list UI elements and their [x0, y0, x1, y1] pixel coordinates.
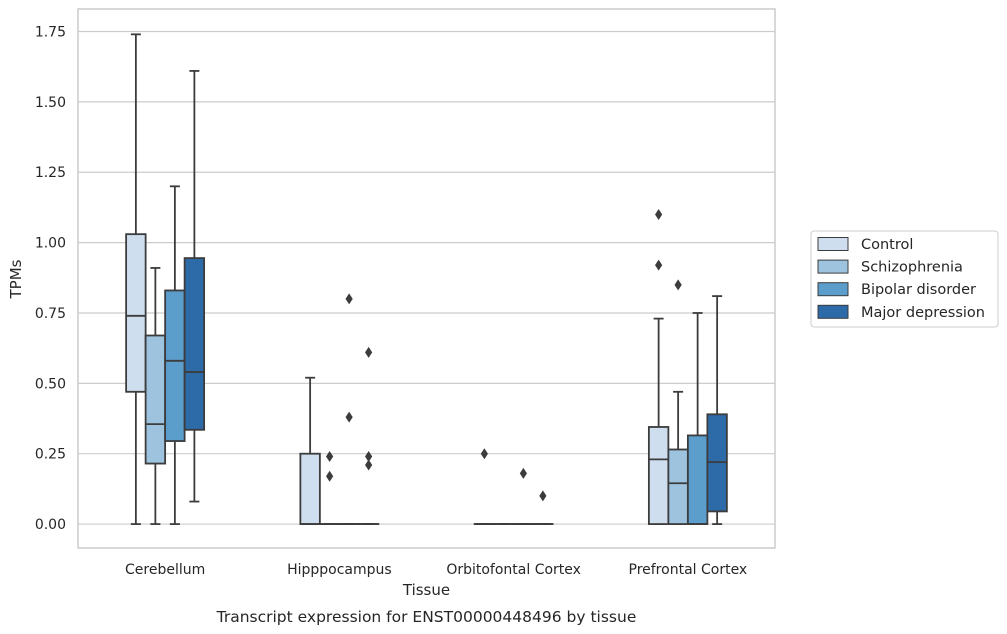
outlier-point [326, 451, 334, 463]
box-orbitofontal-cortex-major-depression [532, 490, 554, 525]
outlier-point [345, 411, 353, 423]
legend-swatch [817, 259, 849, 274]
box-hipppocampus-major-depression [357, 346, 380, 525]
outlier-point [365, 459, 373, 471]
legend-label: Schizophrenia [861, 260, 963, 276]
y-axis-label: TPMs [7, 259, 25, 299]
y-tick-label: 1.50 [35, 95, 66, 111]
plot-frame [77, 8, 776, 549]
box-prefrontal-cortex-major-depression [706, 295, 728, 525]
y-tick-label: 0.25 [35, 447, 66, 463]
box-body [183, 257, 206, 431]
outlier-point [539, 490, 547, 502]
box-body [125, 233, 147, 393]
box-prefrontal-cortex-control [647, 208, 670, 525]
y-tick-label: 1.75 [35, 25, 66, 41]
outlier-point [655, 208, 663, 220]
box-cerebellum-bipolar-disorder [164, 185, 186, 525]
box-body [647, 426, 670, 525]
box-cerebellum-schizophrenia [144, 267, 167, 525]
box-cerebellum-control [125, 33, 147, 525]
y-tick-label: 1.25 [35, 165, 66, 181]
x-tick-label: Cerebellum [125, 562, 205, 578]
x-axis-label: Tissue [402, 581, 450, 599]
boxes [125, 33, 728, 525]
box-cerebellum-major-depression [183, 70, 206, 503]
y-tick-label: 0.75 [35, 306, 66, 322]
y-tick-label: 1.00 [35, 236, 66, 252]
x-tick-label: Orbitofontal Cortex [446, 562, 581, 578]
chart-caption: Transcript expression for ENST0000044849… [216, 608, 637, 626]
outlier-point [365, 346, 373, 358]
y-tick-labels: 0.00 0.25 0.50 0.75 1.00 1.25 1.50 1.75 [35, 25, 66, 534]
outlier-point [519, 467, 527, 479]
outlier-point [480, 448, 488, 460]
y-tick-label: 0.50 [35, 376, 66, 392]
box-body [686, 434, 709, 525]
outlier-point [674, 279, 682, 291]
outlier-point [655, 259, 663, 271]
legend-label: Control [861, 237, 913, 253]
legend: Control Schizophrenia Bipolar disorder Majo… [810, 230, 999, 328]
box-body [144, 334, 167, 465]
box-body [164, 289, 186, 442]
y-tick-label: 0.00 [35, 517, 66, 533]
legend-label: Bipolar disorder [861, 282, 976, 298]
legend-swatch [817, 304, 849, 319]
box-prefrontal-cortex-bipolar-disorder [686, 312, 709, 525]
box-body [667, 448, 689, 525]
outlier-point [326, 470, 334, 482]
legend-frame [810, 230, 999, 328]
outlier-point [365, 451, 373, 463]
x-tick-label: Hipppocampus [287, 562, 392, 578]
x-tick-label: Prefrontal Cortex [629, 562, 748, 578]
legend-label: Major depression [861, 305, 985, 321]
box-hipppocampus-control [299, 376, 321, 525]
box-body [299, 452, 321, 525]
outlier-point [345, 293, 353, 305]
legend-swatch [817, 237, 849, 251]
box-prefrontal-cortex-schizophrenia [667, 279, 689, 525]
legend-swatch [817, 282, 849, 297]
x-tick-labels: Cerebellum Hipppocampus Orbitofontal Corte… [125, 562, 747, 578]
